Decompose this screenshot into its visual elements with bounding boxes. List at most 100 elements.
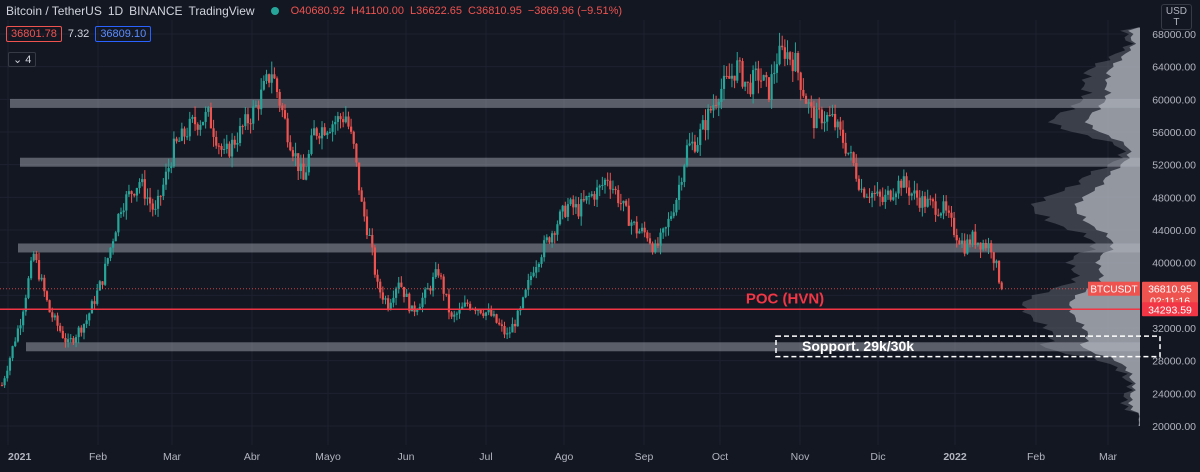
symbol-platform: TradingView xyxy=(188,4,255,18)
candle-body xyxy=(902,176,905,188)
candle-body xyxy=(878,191,882,197)
candle-body xyxy=(51,312,54,318)
zone-band-2[interactable] xyxy=(20,157,1140,167)
candle-body xyxy=(532,272,535,277)
support-box[interactable] xyxy=(775,335,1161,358)
candle-body xyxy=(614,188,617,191)
candle-body xyxy=(995,260,998,264)
candle-body xyxy=(685,145,689,166)
currency-button[interactable]: USD T xyxy=(1160,4,1192,30)
candle-body xyxy=(574,204,578,208)
candle-body xyxy=(736,60,739,81)
candle-body xyxy=(246,114,250,124)
x-tick-label: Jun xyxy=(398,451,415,463)
candle-body xyxy=(667,218,670,228)
candle-body xyxy=(725,75,728,77)
candle-body xyxy=(918,197,921,208)
candle-body xyxy=(606,179,609,181)
candle-body xyxy=(421,297,424,308)
candle-body xyxy=(141,179,144,183)
candle-body xyxy=(905,176,908,188)
candle-body xyxy=(945,201,948,211)
candle-body xyxy=(818,108,821,110)
candle-body xyxy=(22,311,25,326)
candle-body xyxy=(558,211,562,225)
zone-band-4[interactable] xyxy=(26,342,1140,352)
candle-body xyxy=(839,121,842,130)
candle-body xyxy=(997,260,1001,283)
candle-body xyxy=(717,101,720,106)
candle-body xyxy=(704,120,707,131)
candle-body xyxy=(212,128,215,137)
volume-profile xyxy=(1022,27,1140,426)
indicators-toggle-button[interactable]: ⌄ 4 xyxy=(8,52,37,67)
candle-body xyxy=(159,195,162,197)
candle-body xyxy=(273,74,276,79)
candle-body xyxy=(236,143,239,145)
candle-body xyxy=(315,128,318,136)
candle-body xyxy=(482,313,485,316)
candle-body xyxy=(154,208,157,210)
candle-body xyxy=(865,196,868,198)
candle-body xyxy=(979,242,982,250)
candle-body xyxy=(450,312,453,317)
candle-body xyxy=(334,121,337,125)
candle-body xyxy=(270,74,273,83)
bid-price-button[interactable]: 36801.78 xyxy=(6,26,62,42)
axes: 20000.0024000.0028000.0032000.0036000.00… xyxy=(8,29,1198,463)
candle-body xyxy=(511,323,514,333)
y-tick-label: 28000.00 xyxy=(1152,356,1196,368)
candle-body xyxy=(302,163,305,180)
candle-body xyxy=(130,191,133,195)
candle-body xyxy=(696,145,699,152)
candle-body xyxy=(609,180,612,190)
candle-body xyxy=(394,288,398,298)
zone-band-3[interactable] xyxy=(18,243,1140,253)
candle-body xyxy=(963,240,966,254)
x-tick-label: Oct xyxy=(712,451,728,463)
candle-body xyxy=(638,231,641,234)
candle-body xyxy=(262,80,265,90)
candle-body xyxy=(331,124,334,132)
zone-band-1[interactable] xyxy=(10,98,1140,108)
candle-body xyxy=(217,145,220,147)
candle-body xyxy=(915,190,919,198)
candle-body xyxy=(934,201,937,215)
candle-body xyxy=(455,313,458,315)
candle-body xyxy=(104,263,107,285)
ask-price-button[interactable]: 36809.10 xyxy=(95,26,152,42)
candle-body xyxy=(336,116,339,122)
candle-body xyxy=(429,288,432,291)
candle-body xyxy=(484,312,488,316)
candle-body xyxy=(561,205,564,212)
symbol-name[interactable]: Bitcoin / TetherUS xyxy=(6,4,102,18)
candle-body xyxy=(463,302,466,307)
candle-body xyxy=(72,338,75,343)
candle-body xyxy=(109,247,112,259)
candle-body xyxy=(553,233,556,235)
candle-body xyxy=(476,309,480,311)
x-tick-label: Dic xyxy=(870,451,885,463)
candle-body xyxy=(611,188,615,190)
candle-body xyxy=(228,143,231,157)
candle-body xyxy=(257,105,260,110)
candle-body xyxy=(693,141,697,152)
candle-body xyxy=(799,72,802,90)
candle-body xyxy=(339,116,342,120)
candle-body xyxy=(254,105,257,107)
x-tick-label: Mar xyxy=(163,451,182,463)
candle-body xyxy=(230,139,234,157)
y-tick-label: 32000.00 xyxy=(1152,323,1196,335)
candle-body xyxy=(6,370,9,379)
candle-body xyxy=(19,325,22,329)
symbol-tag-text: BTCUSDT xyxy=(1090,285,1137,296)
zone-bands xyxy=(10,98,1140,352)
candle-body xyxy=(127,191,131,195)
symbol-interval[interactable]: 1D xyxy=(107,4,124,18)
support-label: Sopport. 29k/30k xyxy=(802,338,914,354)
candle-body xyxy=(461,306,464,309)
candle-body xyxy=(815,108,818,129)
candle-body xyxy=(670,216,673,219)
